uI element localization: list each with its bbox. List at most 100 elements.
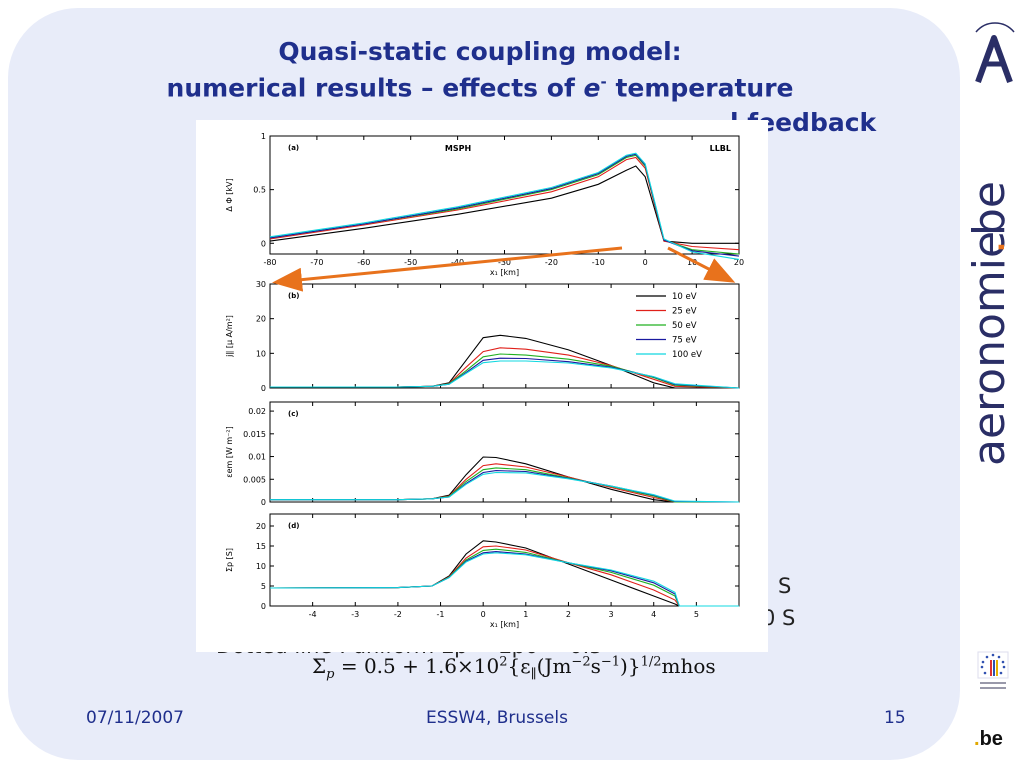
legend-label-2: 50 eV: [672, 321, 697, 331]
panel_d-xtick-label: 4: [651, 610, 656, 619]
formula-eps: {ε: [507, 654, 531, 678]
aeronomie-brand-logo: aeronomie . be: [964, 181, 1015, 466]
formula-unit-exp: −2: [571, 654, 591, 670]
brand-tld: be: [964, 181, 1015, 236]
panel_d-ytick-label: 5: [261, 582, 266, 591]
panel_c-label: (c): [288, 410, 299, 418]
formula-unit2: s: [590, 654, 601, 678]
panel_d-frame: [269, 513, 740, 607]
panel_d-xtick-label: -3: [351, 610, 359, 619]
panel_a-xtick-label: -30: [498, 258, 511, 267]
formula-eps-sub: ∥: [530, 667, 537, 682]
panel_a-xtick-label: -20: [545, 258, 558, 267]
panel_a-xlabel: x₁ [km]: [490, 268, 519, 277]
legend-label-1: 25 eV: [672, 307, 697, 317]
panel_b-ylabel: j∥ [μ A/m²]: [225, 315, 234, 358]
panel_c-series-4: [270, 471, 740, 503]
title-electron: e: [583, 73, 601, 103]
zoom-arrow-left: [272, 246, 623, 292]
panel_a-xtick-label: 10: [687, 258, 697, 267]
panel_d-xtick-label: -2: [394, 610, 402, 619]
panel_c-ytick-label: 0.02: [248, 407, 266, 416]
aeronomie-a-logo-icon: [975, 22, 1015, 84]
panel_a-frame: [269, 135, 740, 255]
region-label-msph: MSPH: [445, 144, 471, 153]
panel_b-ytick-label: 30: [256, 280, 266, 289]
panel_c-frame: [269, 401, 740, 503]
panel_a-label: (a): [288, 144, 299, 152]
title-line-1: Quasi-static coupling model:: [278, 37, 682, 66]
panel_b-ytick-label: 0: [261, 384, 266, 393]
panel_d-ytick-label: 20: [256, 522, 266, 531]
formula-unit: (Jm: [536, 654, 572, 678]
panel_a-xtick-label: -10: [592, 258, 605, 267]
panel_c-ytick-label: 0: [261, 498, 266, 507]
panel_d-xtick-label: 3: [609, 610, 614, 619]
formula-pow: 1/2: [640, 654, 662, 670]
panel_d-xtick-label: 2: [566, 610, 571, 619]
panel_d-ylabel: Σp [S]: [225, 548, 234, 572]
panel_d-xtick-label: 5: [694, 610, 699, 619]
panel_d-ytick-label: 10: [256, 562, 266, 571]
legend-label-3: 75 eV: [672, 336, 697, 346]
panel_c-ytick-label: 0.015: [243, 430, 266, 439]
panel_d-xtick-label: -4: [309, 610, 317, 619]
results-figure: 0 0.5 1 -80 -70 -60 -50 -40 -30 -20 -10 0 10 20 (a) Δ Φ…: [196, 120, 768, 652]
panel_a-xtick-label: 0: [643, 258, 648, 267]
panel_d-xtick-label: 0: [481, 610, 486, 619]
formula-exp: 2: [499, 654, 508, 670]
panel_d-xtick-label: 1: [523, 610, 528, 619]
formula-tail: mhos: [661, 654, 716, 678]
panel_d-ytick-label: 0: [261, 602, 266, 611]
panel_b-ytick-label: 10: [256, 349, 266, 358]
region-label-llbl: LLBL: [710, 144, 731, 153]
panel_c-ytick-label: 0.01: [248, 453, 266, 462]
logo-column: [964, 0, 1024, 768]
title-line-2-post: temperature: [606, 73, 794, 103]
overlapped-text-1: S: [778, 574, 792, 598]
panel_b-label: (b): [288, 292, 299, 300]
panel_b-ytick-label: 20: [256, 315, 266, 324]
panel_a-xtick-label: -80: [263, 258, 276, 267]
panel_a-series-4: [269, 152, 740, 260]
panel_d-xtick-label: -1: [437, 610, 445, 619]
footer-date: 07/11/2007: [86, 708, 184, 728]
formula-sigma: Σ: [312, 654, 327, 678]
formula-body: = 0.5 + 1.6×10: [334, 654, 500, 678]
title-electron-sup: -: [600, 73, 607, 91]
panel_a-xtick-label: -40: [451, 258, 464, 267]
panel_a-ylabel: Δ Φ [kV]: [225, 178, 234, 211]
title-line-2: numerical results – effects of e- temper…: [60, 67, 900, 103]
panel_c-ylabel: εem [W m⁻²]: [225, 426, 234, 478]
panel_d-series-4: [269, 552, 739, 607]
panel_a-ytick-label: 1: [261, 132, 266, 141]
formula-unit2-exp: −1: [600, 654, 621, 670]
panel_a-xtick-label: -70: [310, 258, 323, 267]
brand-dot: .: [964, 240, 1015, 254]
legend-label-0: 10 eV: [672, 292, 697, 302]
footer-page-number: 15: [884, 708, 906, 728]
panel_a-ytick-label: 0.5: [253, 186, 266, 195]
panel_a-xtick-label: -60: [357, 258, 370, 267]
be-logo: .be: [974, 728, 1003, 750]
panel_a-series-0: [269, 165, 739, 244]
legend-label-4: 100 eV: [672, 350, 702, 360]
formula-sigma-sub: p: [326, 667, 335, 682]
results-chart: 00.51-80 -70 -60 -50 -40 -30 -20 -10 0 10 20(a)Δ Φ…: [225, 132, 744, 629]
panel_c-ytick-label: 0.005: [243, 475, 266, 484]
panel_a-ytick-label: 0: [261, 239, 266, 248]
zoom-arrow-right: [667, 246, 736, 283]
formula-close: )}: [620, 654, 641, 678]
panel_d-xlabel: x₁ [km]: [490, 620, 519, 629]
panel_d-label: (d): [288, 522, 299, 530]
panel_b-series-4: [270, 360, 740, 389]
brand-name: aeronomie: [964, 231, 1015, 466]
federal-science-policy-logo-icon: [977, 651, 1009, 689]
panel_d-ytick-label: 15: [256, 542, 266, 551]
slide-title: Quasi-static coupling model: numerical r…: [60, 36, 900, 103]
title-line-2-pre: numerical results – effects of: [166, 73, 584, 103]
footer-event: ESSW4, Brussels: [426, 708, 568, 728]
conductance-formula: Σp = 0.5 + 1.6×102{ε∥(Jm−2s−1)}1/2mhos: [312, 654, 716, 682]
panel_a-xtick-label: -50: [404, 258, 417, 267]
panel_a-xtick-label: 20: [734, 258, 744, 267]
